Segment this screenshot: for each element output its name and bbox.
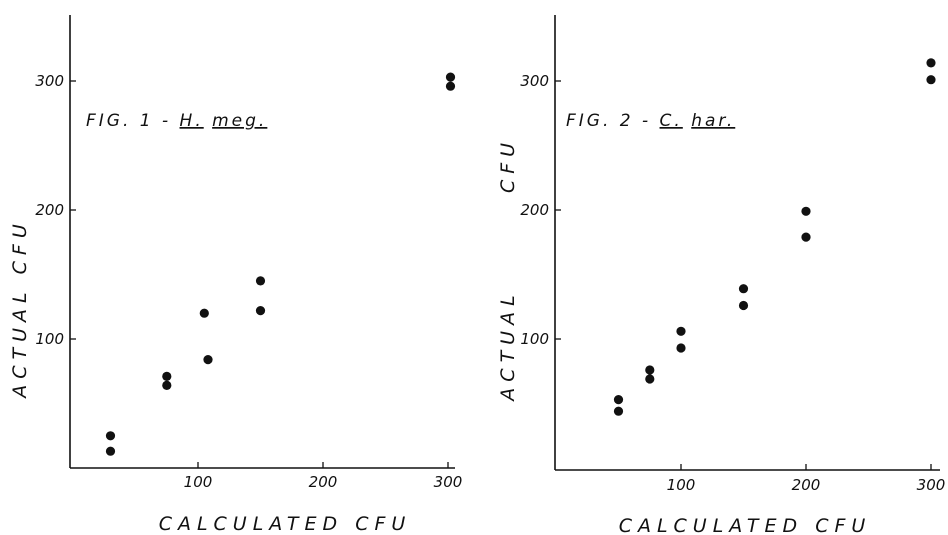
data-point bbox=[203, 355, 213, 365]
y-tick-marks bbox=[555, 80, 561, 340]
data-point bbox=[445, 81, 456, 91]
data-point bbox=[613, 395, 624, 405]
data-point bbox=[801, 206, 811, 216]
x-axis-title: CALCULATED CFU bbox=[619, 515, 872, 535]
y-tick-marks bbox=[70, 80, 76, 340]
data-point bbox=[162, 371, 172, 381]
figure-label-genus: C. bbox=[660, 111, 683, 131]
data-points bbox=[613, 58, 936, 416]
data-point bbox=[445, 72, 456, 82]
data-point bbox=[676, 326, 686, 336]
x-tick-marks bbox=[680, 464, 932, 470]
data-point bbox=[645, 365, 655, 375]
x-axis-title: CALCULATED CFU bbox=[159, 513, 412, 535]
data-point bbox=[738, 300, 749, 311]
figure-label-species: meg. bbox=[212, 111, 267, 131]
figure-label-prefix: FIG. 1 - bbox=[86, 111, 180, 131]
x-tick-label: 100 bbox=[667, 476, 696, 494]
data-point bbox=[801, 232, 811, 242]
y-axis-title-part: CFU bbox=[497, 137, 519, 193]
data-point bbox=[255, 306, 266, 316]
y-tick-label: 300 bbox=[35, 72, 64, 90]
data-point bbox=[926, 75, 936, 85]
data-point bbox=[105, 431, 116, 441]
data-point bbox=[676, 343, 686, 353]
chart-panel-2: 100 200 300 100 200 300 CALCULATED CFU A… bbox=[497, 15, 945, 535]
figure-label-species: har. bbox=[691, 111, 735, 131]
x-tick-label: 100 bbox=[184, 473, 213, 491]
data-point bbox=[199, 308, 209, 318]
x-tick-marks bbox=[197, 462, 449, 468]
data-point bbox=[926, 58, 936, 68]
data-point bbox=[645, 374, 655, 384]
y-axis-title: ACTUAL CFU bbox=[9, 218, 31, 400]
y-tick-label: 200 bbox=[520, 201, 549, 219]
figure-label-prefix: FIG. 2 - bbox=[566, 111, 660, 131]
y-tick-label: 100 bbox=[35, 330, 64, 348]
chart-panel-1: 100 200 300 100 200 300 CALCULATED CFU A… bbox=[9, 15, 462, 535]
figure-label: FIG. 1 - H. meg. bbox=[86, 111, 267, 131]
data-point bbox=[105, 446, 116, 456]
data-point bbox=[613, 406, 624, 416]
y-axis-title-part: ACTUAL bbox=[497, 289, 519, 402]
data-point bbox=[162, 380, 172, 390]
figure-label-genus: H. bbox=[180, 111, 204, 131]
x-tick-label: 200 bbox=[792, 476, 821, 494]
x-tick-label: 200 bbox=[309, 473, 338, 491]
data-point bbox=[738, 284, 749, 294]
y-tick-label: 300 bbox=[520, 72, 549, 90]
y-tick-label: 100 bbox=[520, 330, 549, 348]
figure-label: FIG. 2 - C. har. bbox=[566, 111, 735, 131]
x-tick-label: 300 bbox=[434, 473, 463, 491]
data-point bbox=[255, 276, 266, 286]
x-tick-label: 300 bbox=[917, 476, 946, 494]
data-points bbox=[105, 72, 456, 456]
y-tick-label: 200 bbox=[35, 201, 64, 219]
